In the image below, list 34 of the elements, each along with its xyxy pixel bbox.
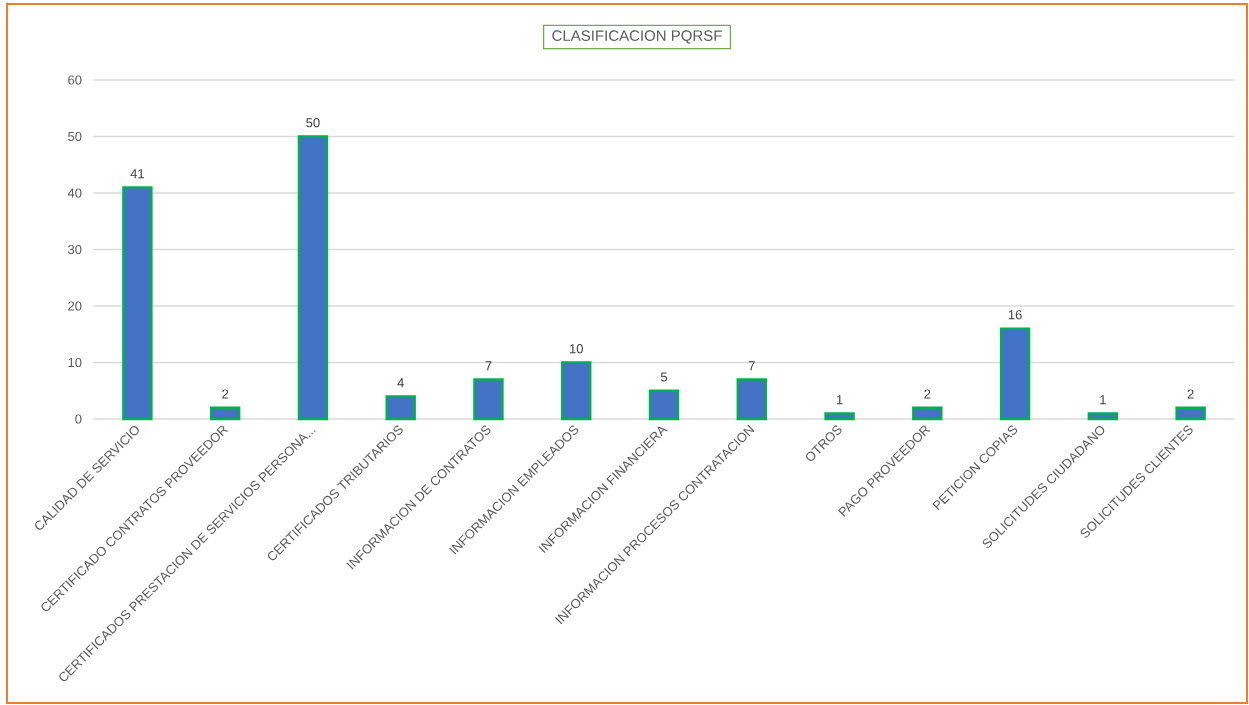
bar: [912, 406, 943, 421]
bar: [1087, 412, 1119, 421]
bar: [385, 395, 416, 421]
data-label: 2: [1187, 389, 1194, 399]
y-tick-label: 0: [75, 414, 82, 424]
y-tick-label: 20: [68, 301, 82, 311]
data-label: 5: [660, 372, 668, 382]
bar: [736, 378, 767, 421]
y-tick-label: 60: [68, 75, 82, 85]
data-label: 1: [836, 395, 843, 405]
bar: [209, 406, 241, 421]
data-label: 41: [130, 169, 144, 179]
bar: [824, 412, 855, 421]
y-tick-label: 10: [68, 357, 82, 368]
data-label: 2: [222, 389, 229, 399]
bar: [1175, 406, 1206, 421]
data-label: 16: [1008, 310, 1022, 320]
data-label: 50: [306, 118, 320, 128]
chart-title: CLASIFICACION PQRSF: [552, 30, 722, 44]
bar: [561, 361, 592, 421]
bar: [999, 327, 1031, 421]
data-label: 1: [1100, 395, 1106, 405]
data-label: 7: [485, 361, 492, 371]
data-label: 10: [569, 344, 583, 354]
data-label: 2: [924, 389, 931, 399]
bar: [122, 186, 153, 421]
y-tick-label: 30: [68, 244, 82, 255]
y-tick-label: 50: [68, 131, 82, 142]
data-label: 7: [748, 361, 755, 371]
bar: [297, 135, 329, 421]
data-label: 4: [397, 378, 404, 388]
bar: [648, 389, 680, 421]
bar: [473, 378, 504, 421]
y-tick-label: 40: [67, 188, 82, 198]
